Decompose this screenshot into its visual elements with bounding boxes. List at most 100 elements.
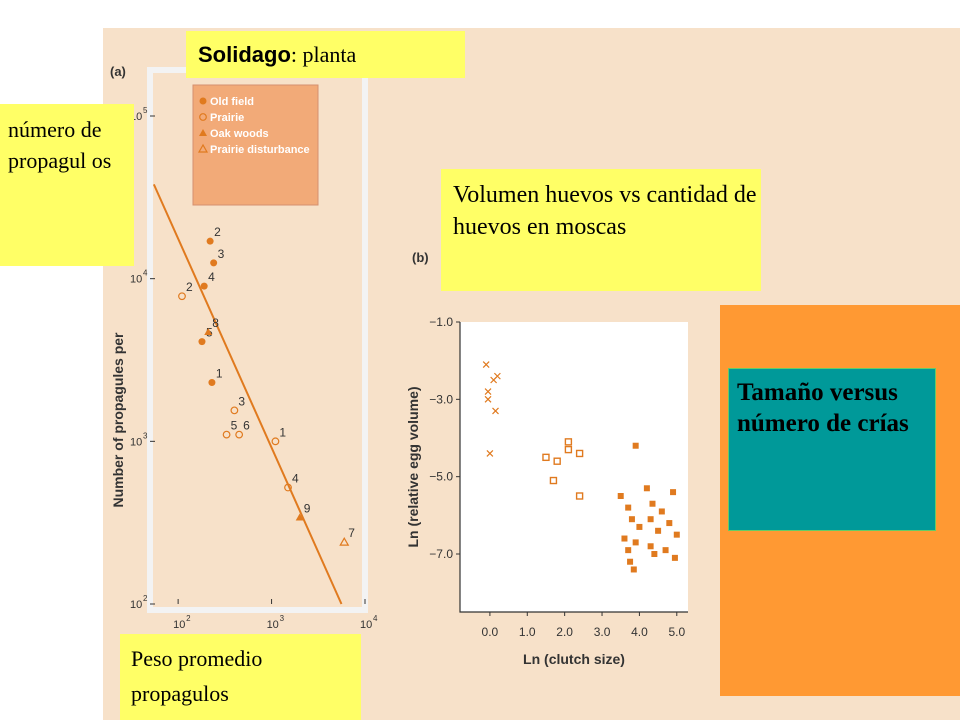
x-stroke (484, 388, 492, 396)
data-point (178, 292, 186, 301)
data-point (493, 372, 501, 380)
data-point (575, 492, 584, 500)
point-label: 3 (218, 247, 225, 261)
point-label: 4 (292, 472, 299, 486)
point-label: 1 (279, 425, 286, 439)
point-label: 3 (238, 394, 245, 408)
data-point (632, 442, 639, 449)
data-point (200, 282, 208, 290)
data-point (647, 516, 654, 523)
panel-b-marks (482, 361, 680, 573)
x-tick-exp-a: 3 (280, 614, 285, 623)
data-point (208, 378, 216, 386)
title-bold: Solidago (198, 42, 291, 67)
legend-box (192, 84, 319, 206)
y-tick-label-b: −1.0 (429, 315, 453, 329)
data-point (198, 338, 206, 346)
y-tick-label-b: −3.0 (429, 392, 453, 406)
panel-b-label: (b) (412, 250, 429, 265)
x-tick-exp-a: 2 (186, 614, 191, 623)
data-point (482, 361, 490, 368)
data-point (617, 493, 624, 499)
x-tick-label-b: 0.0 (482, 625, 499, 639)
x-tick-label-a: 10 (360, 619, 372, 631)
data-point (632, 539, 639, 546)
x-tick-label-b: 1.0 (519, 625, 536, 639)
data-point (271, 437, 280, 446)
data-point (651, 551, 658, 557)
legend-marker (199, 129, 207, 136)
legend-label: Old field (210, 96, 254, 108)
y-tick-exp-a: 4 (143, 269, 148, 278)
legend-marker (197, 143, 209, 153)
point-label: 2 (214, 225, 221, 239)
y-tick-label-a: 10 (130, 599, 142, 611)
data-point (636, 523, 643, 530)
data-point (230, 406, 239, 415)
data-point (549, 476, 558, 485)
data-point (621, 535, 628, 542)
data-point (564, 438, 573, 446)
data-point (575, 449, 584, 458)
point-label: 1 (216, 366, 223, 380)
summary-box: Tamaño versus número de crías (728, 368, 936, 531)
data-point (670, 489, 677, 496)
y-tick-label-b: −5.0 (429, 470, 453, 484)
panel-a-ylabel: Number of propagules per (110, 332, 126, 508)
data-point (630, 566, 637, 573)
point-label: 7 (348, 526, 355, 540)
data-point (235, 430, 244, 439)
data-point (210, 259, 218, 267)
y-tick-exp-a: 5 (143, 106, 148, 115)
x-stroke (493, 372, 501, 380)
panel-b-ylabel: Ln (relative egg volume) (405, 386, 421, 547)
data-point (486, 450, 494, 457)
data-point (658, 508, 665, 515)
data-point (649, 500, 656, 507)
data-point (206, 237, 214, 245)
data-point (484, 388, 492, 396)
point-label: 4 (208, 270, 215, 284)
x-axis-annotation-box: Peso promedio propagulos (120, 634, 361, 720)
title-label-box: Solidago: planta (186, 31, 465, 78)
flies-annotation-box: Volumen huevos vs cantidad de huevos en … (441, 169, 761, 291)
data-point (662, 547, 669, 554)
panel-b-xlabel: Ln (clutch size) (523, 651, 625, 667)
data-point (628, 516, 635, 523)
data-point (284, 483, 292, 492)
data-point (643, 485, 650, 492)
x-stroke (486, 450, 494, 457)
y-tick-exp-a: 2 (143, 594, 148, 603)
data-point (673, 531, 680, 538)
y-tick-label-b: −7.0 (429, 547, 453, 561)
data-point (484, 395, 492, 403)
panel-b-plot-area (460, 322, 688, 612)
data-point (222, 430, 231, 439)
trend-line (152, 183, 343, 605)
legend-label: Prairie disturbance (210, 144, 310, 156)
x-stroke (484, 395, 492, 403)
data-point (204, 328, 213, 336)
point-label: 2 (186, 280, 193, 294)
legend-marker (199, 97, 207, 105)
point-label: 8 (212, 316, 219, 330)
x-tick-label-a: 10 (267, 619, 279, 631)
y-axis-annotation-box: número de propagul os (0, 104, 134, 266)
data-point (625, 547, 632, 554)
data-point (625, 504, 632, 511)
x-stroke (482, 361, 490, 368)
data-point (655, 527, 662, 534)
y-tick-label-a: 10 (130, 274, 142, 286)
panel-b-axes (459, 322, 688, 613)
y-tick-exp-a: 3 (143, 431, 148, 440)
x-tick-label-b: 3.0 (594, 625, 611, 639)
legend-label: Oak woods (210, 128, 269, 140)
panel-a-marks: 23451235614897 (152, 183, 355, 605)
legend: Old field Prairie Oak woods Prairie disturb… (197, 96, 310, 156)
legend-label: Prairie (210, 112, 244, 124)
x-tick-label-b: 4.0 (631, 625, 648, 639)
panel-a-label: (a) (110, 64, 126, 79)
data-point (339, 536, 350, 546)
